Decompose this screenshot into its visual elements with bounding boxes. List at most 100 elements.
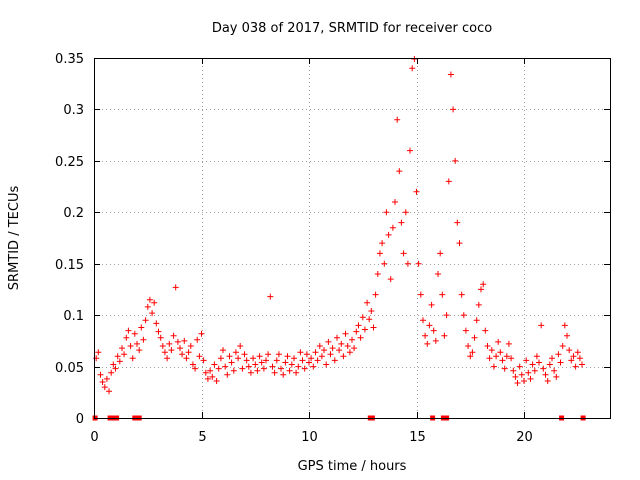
data-point — [441, 332, 448, 339]
data-point — [168, 347, 175, 354]
data-point — [538, 322, 545, 329]
data-point — [516, 363, 523, 370]
data-point — [230, 367, 237, 374]
data-point — [574, 349, 581, 356]
data-point — [226, 353, 233, 360]
data-point — [194, 336, 201, 343]
data-point — [318, 353, 325, 360]
data-point — [239, 365, 246, 372]
data-point — [179, 351, 186, 358]
data-point — [207, 367, 214, 374]
data-point — [555, 351, 562, 358]
data-point — [260, 365, 267, 372]
data-point — [308, 355, 315, 362]
data-point — [297, 349, 304, 356]
data-point — [106, 388, 112, 395]
data-point — [557, 359, 564, 366]
chart-title: Day 038 of 2017, SRMTID for receiver coc… — [212, 21, 492, 36]
data-point — [258, 359, 265, 366]
data-point — [488, 347, 495, 354]
data-point — [398, 219, 405, 226]
data-point — [417, 291, 424, 298]
x-tick-label: 0 — [90, 430, 98, 445]
data-point — [241, 351, 248, 358]
data-point — [237, 343, 244, 349]
data-point — [185, 349, 192, 356]
data-point — [334, 334, 340, 341]
data-point — [181, 337, 188, 344]
data-point — [177, 345, 183, 352]
data-point — [407, 147, 413, 154]
data-point — [99, 379, 106, 385]
data-point — [346, 349, 353, 356]
data-point — [170, 332, 177, 339]
data-point — [514, 380, 521, 386]
data-point — [140, 336, 147, 343]
data-point — [462, 327, 469, 334]
data-point — [127, 343, 134, 349]
data-point — [323, 361, 330, 368]
data-point — [402, 209, 409, 216]
data-point — [501, 365, 508, 372]
data-point — [247, 369, 254, 376]
data-point — [220, 347, 226, 354]
data-point — [295, 363, 302, 370]
data-point — [469, 349, 476, 356]
data-point — [503, 353, 510, 360]
data-point — [123, 334, 130, 341]
data-point — [288, 361, 295, 368]
data-point — [301, 365, 308, 372]
data-point — [187, 343, 194, 349]
data-point — [338, 340, 345, 347]
y-tick-label: 0.25 — [55, 155, 84, 170]
data-point — [361, 326, 368, 333]
data-point — [200, 357, 207, 364]
data-point — [392, 199, 398, 205]
data-point — [146, 296, 153, 303]
data-point — [551, 367, 558, 374]
data-point — [166, 340, 173, 347]
data-point — [164, 355, 171, 362]
data-point — [495, 338, 502, 345]
data-point — [129, 355, 136, 362]
data-point — [235, 355, 242, 362]
data-point — [224, 371, 231, 378]
data-point — [97, 371, 104, 378]
data-point — [381, 260, 388, 267]
axis-ticks: 0 0.05 0.1 0.15 0.2 0.25 0.3 0.35 0 5 10 15 20 — [55, 52, 610, 445]
data-point — [293, 369, 300, 376]
x-tick-label: 5 — [198, 430, 206, 445]
data-point — [368, 308, 375, 314]
data-point — [202, 369, 209, 376]
data-point — [512, 373, 519, 380]
data-point — [125, 327, 132, 334]
data-point — [394, 116, 401, 123]
y-tick-label: 0.35 — [55, 52, 84, 67]
data-point — [579, 361, 585, 368]
x-tick-label: 15 — [409, 430, 426, 445]
data-point — [465, 343, 472, 349]
data-point — [450, 106, 457, 113]
x-tick-label: 10 — [301, 430, 318, 445]
data-point — [149, 310, 156, 317]
x-axis-label: GPS time / hours — [298, 459, 407, 474]
data-point — [452, 157, 459, 164]
data-point — [282, 359, 289, 366]
data-point — [484, 343, 491, 349]
data-point — [364, 299, 371, 306]
data-point — [454, 219, 461, 226]
data-point — [245, 363, 252, 370]
data-point — [413, 188, 420, 195]
data-point — [331, 357, 338, 364]
data-point — [95, 349, 102, 356]
data-point — [121, 351, 128, 358]
data-point — [443, 312, 450, 319]
data-point — [435, 271, 441, 277]
data-point — [385, 231, 392, 238]
data-point — [110, 361, 117, 368]
data-point — [340, 353, 347, 360]
data-point — [269, 363, 276, 370]
data-point — [136, 347, 143, 354]
data-point — [310, 363, 317, 370]
